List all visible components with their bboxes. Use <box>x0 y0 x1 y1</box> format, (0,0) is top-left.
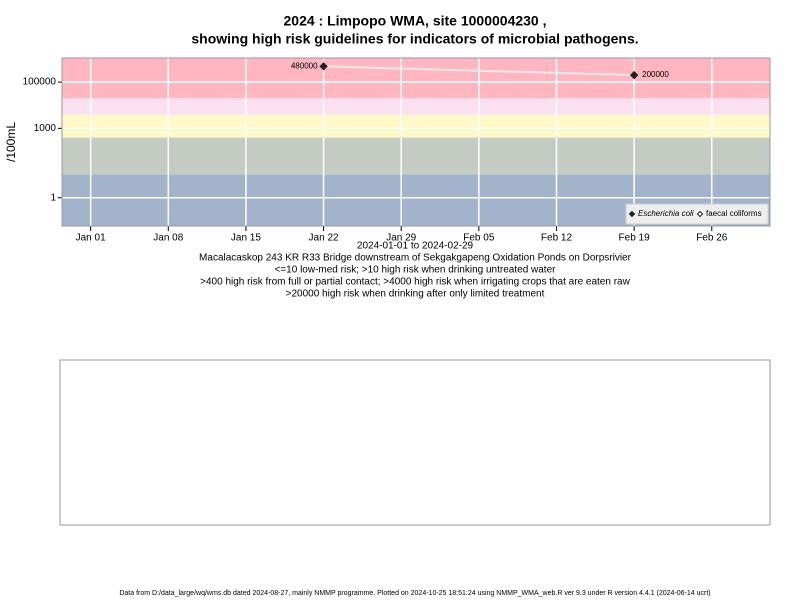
legend-marker <box>628 210 636 218</box>
note: >20000 high risk when drinking after onl… <box>286 289 545 300</box>
empty-panel <box>59 359 771 526</box>
legend-label: faecal coliforms <box>706 209 762 218</box>
legend-label: Escherichia coli <box>638 209 694 218</box>
risk-band <box>62 137 770 175</box>
x-axis-label: 2024-01-01 to 2024-02-29 <box>357 241 474 252</box>
x-tick-label: Feb 12 <box>541 233 573 244</box>
data-point <box>629 70 639 80</box>
y-tick-label: 1000 <box>34 123 57 134</box>
y-tick-label: 100000 <box>23 77 57 88</box>
data-label: 200000 <box>642 70 669 79</box>
y-axis-label: /100mL <box>4 122 18 162</box>
x-tick-label: Jan 29 <box>386 233 416 244</box>
risk-band <box>62 58 770 99</box>
note: Macalacaskop 243 KR R33 Bridge downstrea… <box>199 253 632 264</box>
footer: Data from D:/data_large/wq/wms.db dated … <box>119 590 710 597</box>
x-tick-label: Jan 08 <box>153 233 183 244</box>
y-tick-label: 1 <box>50 192 56 203</box>
x-tick-label: Jan 15 <box>231 233 261 244</box>
x-tick-label: Feb 26 <box>696 233 728 244</box>
chart-title: 2024 : Limpopo WMA, site 1000004230 , <box>284 13 547 29</box>
series-line <box>323 65 635 77</box>
note: >400 high risk from full or partial cont… <box>200 277 630 288</box>
risk-band <box>62 98 770 115</box>
x-tick-label: Feb 19 <box>619 233 651 244</box>
note: <=10 low-med risk; >10 high risk when dr… <box>275 265 557 276</box>
data-label: 480000 <box>291 61 318 70</box>
risk-band <box>62 114 770 138</box>
x-tick-label: Feb 05 <box>463 233 495 244</box>
data-point <box>319 62 328 71</box>
plot-frame <box>61 57 771 227</box>
chart-subtitle: showing high risk guidelines for indicat… <box>191 31 638 47</box>
legend-marker <box>696 210 704 218</box>
x-tick-label: Jan 22 <box>309 233 339 244</box>
x-tick-label: Jan 01 <box>76 233 106 244</box>
